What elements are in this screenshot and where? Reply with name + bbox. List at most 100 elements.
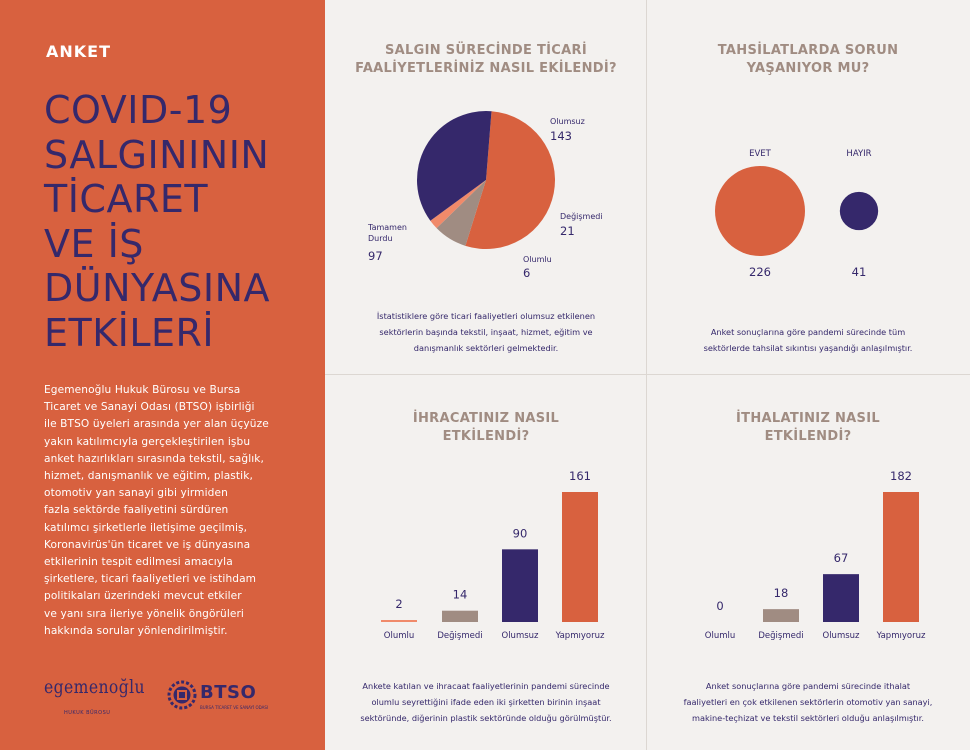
left-panel: ANKET COVID-19 SALGINININ TİCARET VE İŞ … (0, 0, 325, 750)
logo-subtitle: BURSA TİCARET VE SANAYİ ODASI (200, 705, 269, 710)
note-line: sektöründe, diğerinin plastik sektöründe… (360, 713, 612, 723)
note-line: faaliyetleri en çok etkilenen sektörleri… (683, 697, 933, 707)
bubble-label: EVET (749, 149, 772, 159)
bar-category-label: Yapmıyoruz (876, 631, 926, 641)
slice-label: Olumsuz (550, 117, 585, 126)
intro-line: yakın katılımcıyla gerçekleştirilen işbu (44, 435, 251, 448)
slice-value: 21 (560, 224, 575, 238)
bar-category-label: Olumsuz (502, 631, 540, 641)
slice-label: Değişmedi (560, 212, 603, 221)
title-line: FAALİYETLERİNİZ NASIL EKİLENDİ? (355, 61, 617, 76)
btso-logo: BTSO BURSA TİCARET VE SANAYİ ODASI (166, 678, 286, 718)
slice-value: 6 (523, 266, 530, 280)
bubble-evet (715, 166, 805, 256)
note-line: sektörlerde tahsilat sıkıntısı yaşandığı… (703, 343, 913, 353)
bar-de-i-medi (442, 610, 478, 622)
note-line: İstatistiklere göre ticari faaliyetleri … (376, 311, 596, 321)
bar-category-label: Olumsuz (823, 631, 861, 641)
bubble-label: HAYIR (846, 149, 871, 159)
intro-line: fazla sektörde faaliyetini sürdüren (44, 504, 229, 517)
pie-chart-note: İstatistiklere göre ticari faaliyetleri … (346, 308, 626, 356)
intro-line: otomotiv yan sanayi gibi yirmiden (44, 487, 228, 500)
bar-value: 182 (890, 470, 912, 483)
bubble-value: 41 (852, 265, 867, 279)
bar-value: 14 (453, 588, 468, 602)
export-chart-title: İHRACATINIZ NASIL ETKİLENDİ? (346, 410, 626, 446)
egemenoglu-logo: egemenoğlu HUKUK BÜROSU (44, 676, 145, 720)
intro-line: şirketlere, ticari faaliyetleri ve istih… (44, 573, 257, 586)
title-line: YAŞANIYOR MU? (746, 61, 870, 76)
pie-slice-de-i-medi (436, 180, 486, 246)
intro-line: anket hazırlıkları sırasında tekstil, sa… (44, 452, 264, 465)
pie-slice-olumsuz (465, 111, 555, 250)
logo-wordmark: egemenoğlu (44, 676, 145, 698)
title-line: SALGIN SÜRECİNDE TİCARİ (385, 43, 587, 58)
title-line: İHRACATINIZ NASIL (412, 411, 560, 426)
headline: COVID-19 SALGINININ TİCARET VE İŞ DÜNYAS… (44, 88, 314, 355)
export-bar-chart: 2 Olumlu 14 Değişmedi 90 Olumsuz 161 Yapmıyoruz (381, 470, 605, 641)
headline-line: COVID-19 (44, 88, 233, 132)
bar-value: 18 (774, 586, 789, 600)
bar-category-label: Değişmedi (758, 631, 803, 641)
bar-value: 2 (395, 597, 402, 611)
bar-value: 90 (513, 526, 528, 540)
intro-line: Egemenoğlu Hukuk Bürosu ve Bursa (44, 384, 241, 396)
intro-line: ve yanı sıra ileriye yönelik öngörüleri (44, 607, 244, 620)
bubble-hayir (839, 191, 879, 231)
title-line: TAHSİLATLARDA SORUN (717, 43, 899, 58)
slice-value: 97 (368, 249, 383, 263)
headline-line: TİCARET (44, 177, 209, 221)
note-line: danışmanlık sektörleri gelmektedir. (413, 343, 559, 353)
note-line: Anket sonuçlarına göre pandemi sürecinde… (710, 327, 906, 337)
bar-category-label: Olumlu (705, 631, 735, 641)
slice-value: 143 (550, 129, 572, 143)
title-line: ETKİLENDİ? (764, 429, 852, 444)
intro-line: hakkında sorular yönlendirilmiştir. (44, 624, 228, 637)
logo-wordmark: BTSO (200, 682, 257, 703)
intro-line: ile BTSO üyeleri arasında yer alan üçyüz… (44, 418, 269, 431)
logo-subtitle: HUKUK BÜROSU (64, 710, 111, 716)
bubble-chart: EVET 226 HAYIR 41 (715, 149, 879, 279)
slice-label: Tamamen (367, 223, 407, 232)
bar-yapm-yoruz (883, 492, 919, 622)
intro-line: katılımcı şirketlerle iletişime geçilmiş… (44, 521, 248, 534)
note-line: sektörlerin başında tekstil, inşaat, hiz… (379, 327, 593, 337)
slice-label: Olumlu (523, 255, 552, 264)
bubble-chart-title: TAHSİLATLARDA SORUN YAŞANIYOR MU? (668, 42, 948, 78)
panel-divider (325, 374, 970, 375)
headline-line: VE İŞ (44, 221, 144, 266)
title-line: ETKİLENDİ? (442, 429, 530, 444)
note-line: Anket sonuçlarına göre pandemi sürecinde… (705, 681, 911, 691)
bar-de-i-medi (763, 609, 799, 622)
intro-text: Egemenoğlu Hukuk Bürosu ve Bursa Ticaret… (44, 382, 296, 640)
import-chart-title: İTHALATINIZ NASIL ETKİLENDİ? (668, 410, 948, 446)
intro-line: politikaları üzerindeki mevcut etkiler (44, 590, 242, 603)
intro-line: Koronavirüs'ün ticaret ve iş dünyasına (44, 538, 251, 551)
import-bar-chart: 0 Olumlu 18 Değişmedi 67 Olumsuz 182 Yapmıyoruz (705, 470, 926, 641)
pie-chart-title: SALGIN SÜRECİNDE TİCARİ FAALİYETLERİNİZ … (346, 42, 626, 78)
note-line: makine-teçhizat ve tekstil sektörleri ol… (691, 713, 924, 723)
intro-line: hizmet, danışmanlık ve eğitim, plastik, (44, 470, 253, 483)
bar-category-label: Değişmedi (437, 631, 482, 641)
pie-slice-tamamen-durdu (417, 111, 492, 221)
slice-label: Durdu (368, 234, 393, 243)
headline-line: SALGINININ (44, 132, 270, 177)
bar-category-label: Yapmıyoruz (555, 631, 605, 641)
bar-olumsuz (502, 549, 538, 622)
panel-divider (646, 0, 647, 750)
gear-icon (167, 680, 197, 710)
headline-line: DÜNYASINA (44, 266, 271, 310)
pie-chart: Olumsuz 143 Değişmedi 21 Olumlu 6 Tamamen Durdu… (367, 111, 603, 280)
section-tag: ANKET (46, 42, 112, 61)
bar-yapm-yoruz (562, 492, 598, 622)
bar-category-label: Olumlu (384, 631, 414, 641)
bar-value: 67 (834, 551, 849, 565)
headline-line: ETKİLERİ (44, 310, 215, 355)
note-line: olumlu seyrettiğini ifade eden iki şirke… (371, 697, 601, 707)
intro-line: etkilerinin tespit edilmesi amacıyla (44, 556, 233, 569)
bar-value: 0 (716, 599, 723, 613)
intro-line: Ticaret ve Sanayi Odası (BTSO) işbirliği (44, 401, 255, 414)
note-line: Ankete katılan ve ihracaat faaliyetlerin… (362, 681, 610, 691)
export-chart-note: Ankete katılan ve ihracaat faaliyetlerin… (336, 678, 636, 726)
title-line: İTHALATINIZ NASIL (736, 411, 880, 426)
